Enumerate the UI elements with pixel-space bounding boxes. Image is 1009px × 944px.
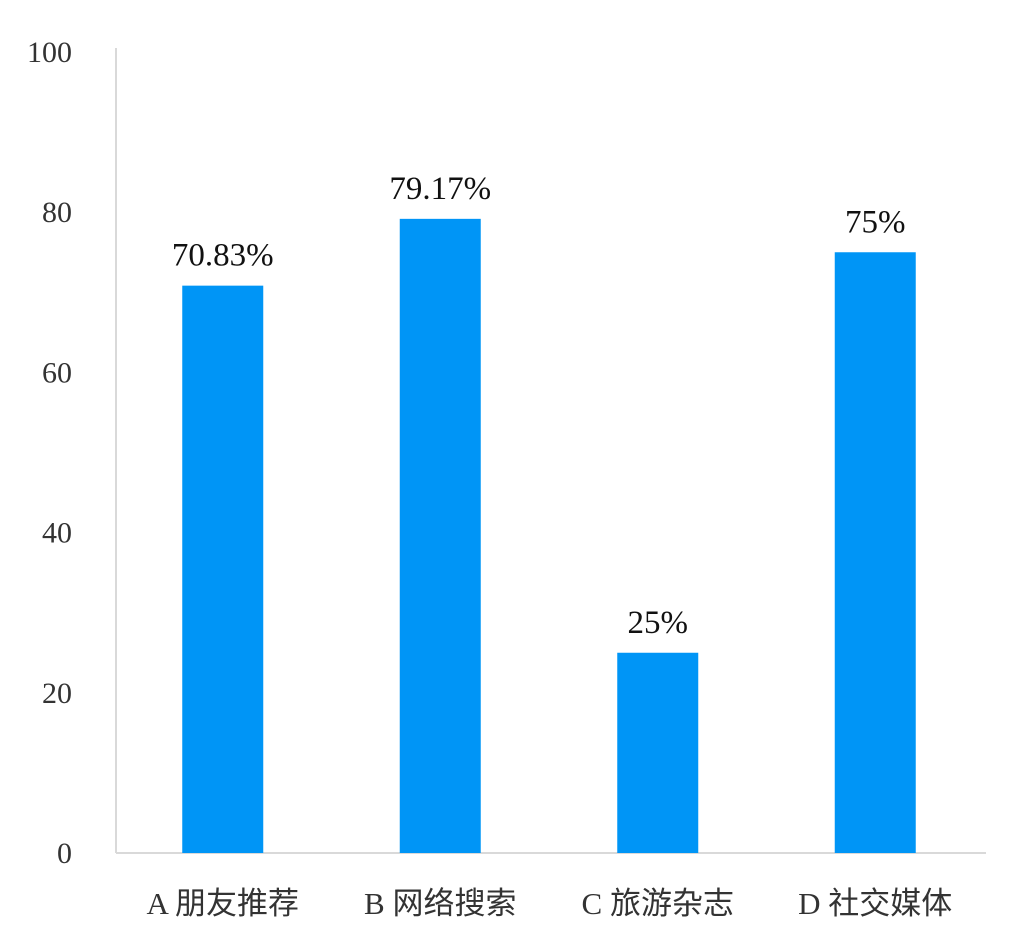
y-tick-label: 20 bbox=[42, 677, 72, 710]
bar bbox=[399, 218, 481, 854]
y-tick-label: 60 bbox=[42, 356, 72, 389]
x-category-label: C 旅游杂志 bbox=[582, 886, 734, 921]
bar bbox=[617, 652, 699, 853]
x-category-label: B 网络搜索 bbox=[364, 886, 516, 921]
bars bbox=[182, 218, 916, 854]
bar-data-label: 75% bbox=[845, 204, 906, 240]
y-axis-ticks: 0 20 40 60 80 100 bbox=[27, 36, 72, 870]
data-labels: 70.83% 79.17% 25% 75% bbox=[172, 171, 906, 641]
y-tick-label: 40 bbox=[42, 517, 72, 550]
x-axis-labels: A 朋友推荐 B 网络搜索 C 旅游杂志 D 社交媒体 bbox=[147, 886, 953, 921]
bar bbox=[834, 252, 916, 853]
bar-data-label: 70.83% bbox=[172, 238, 274, 274]
bar bbox=[182, 285, 264, 853]
x-category-label: D 社交媒体 bbox=[798, 886, 952, 921]
y-tick-label: 100 bbox=[27, 36, 72, 69]
bar-data-label: 25% bbox=[628, 605, 689, 641]
bar-data-label: 79.17% bbox=[389, 171, 491, 207]
x-category-label: A 朋友推荐 bbox=[147, 886, 299, 921]
y-tick-label: 0 bbox=[57, 837, 72, 870]
y-tick-label: 80 bbox=[42, 196, 72, 229]
